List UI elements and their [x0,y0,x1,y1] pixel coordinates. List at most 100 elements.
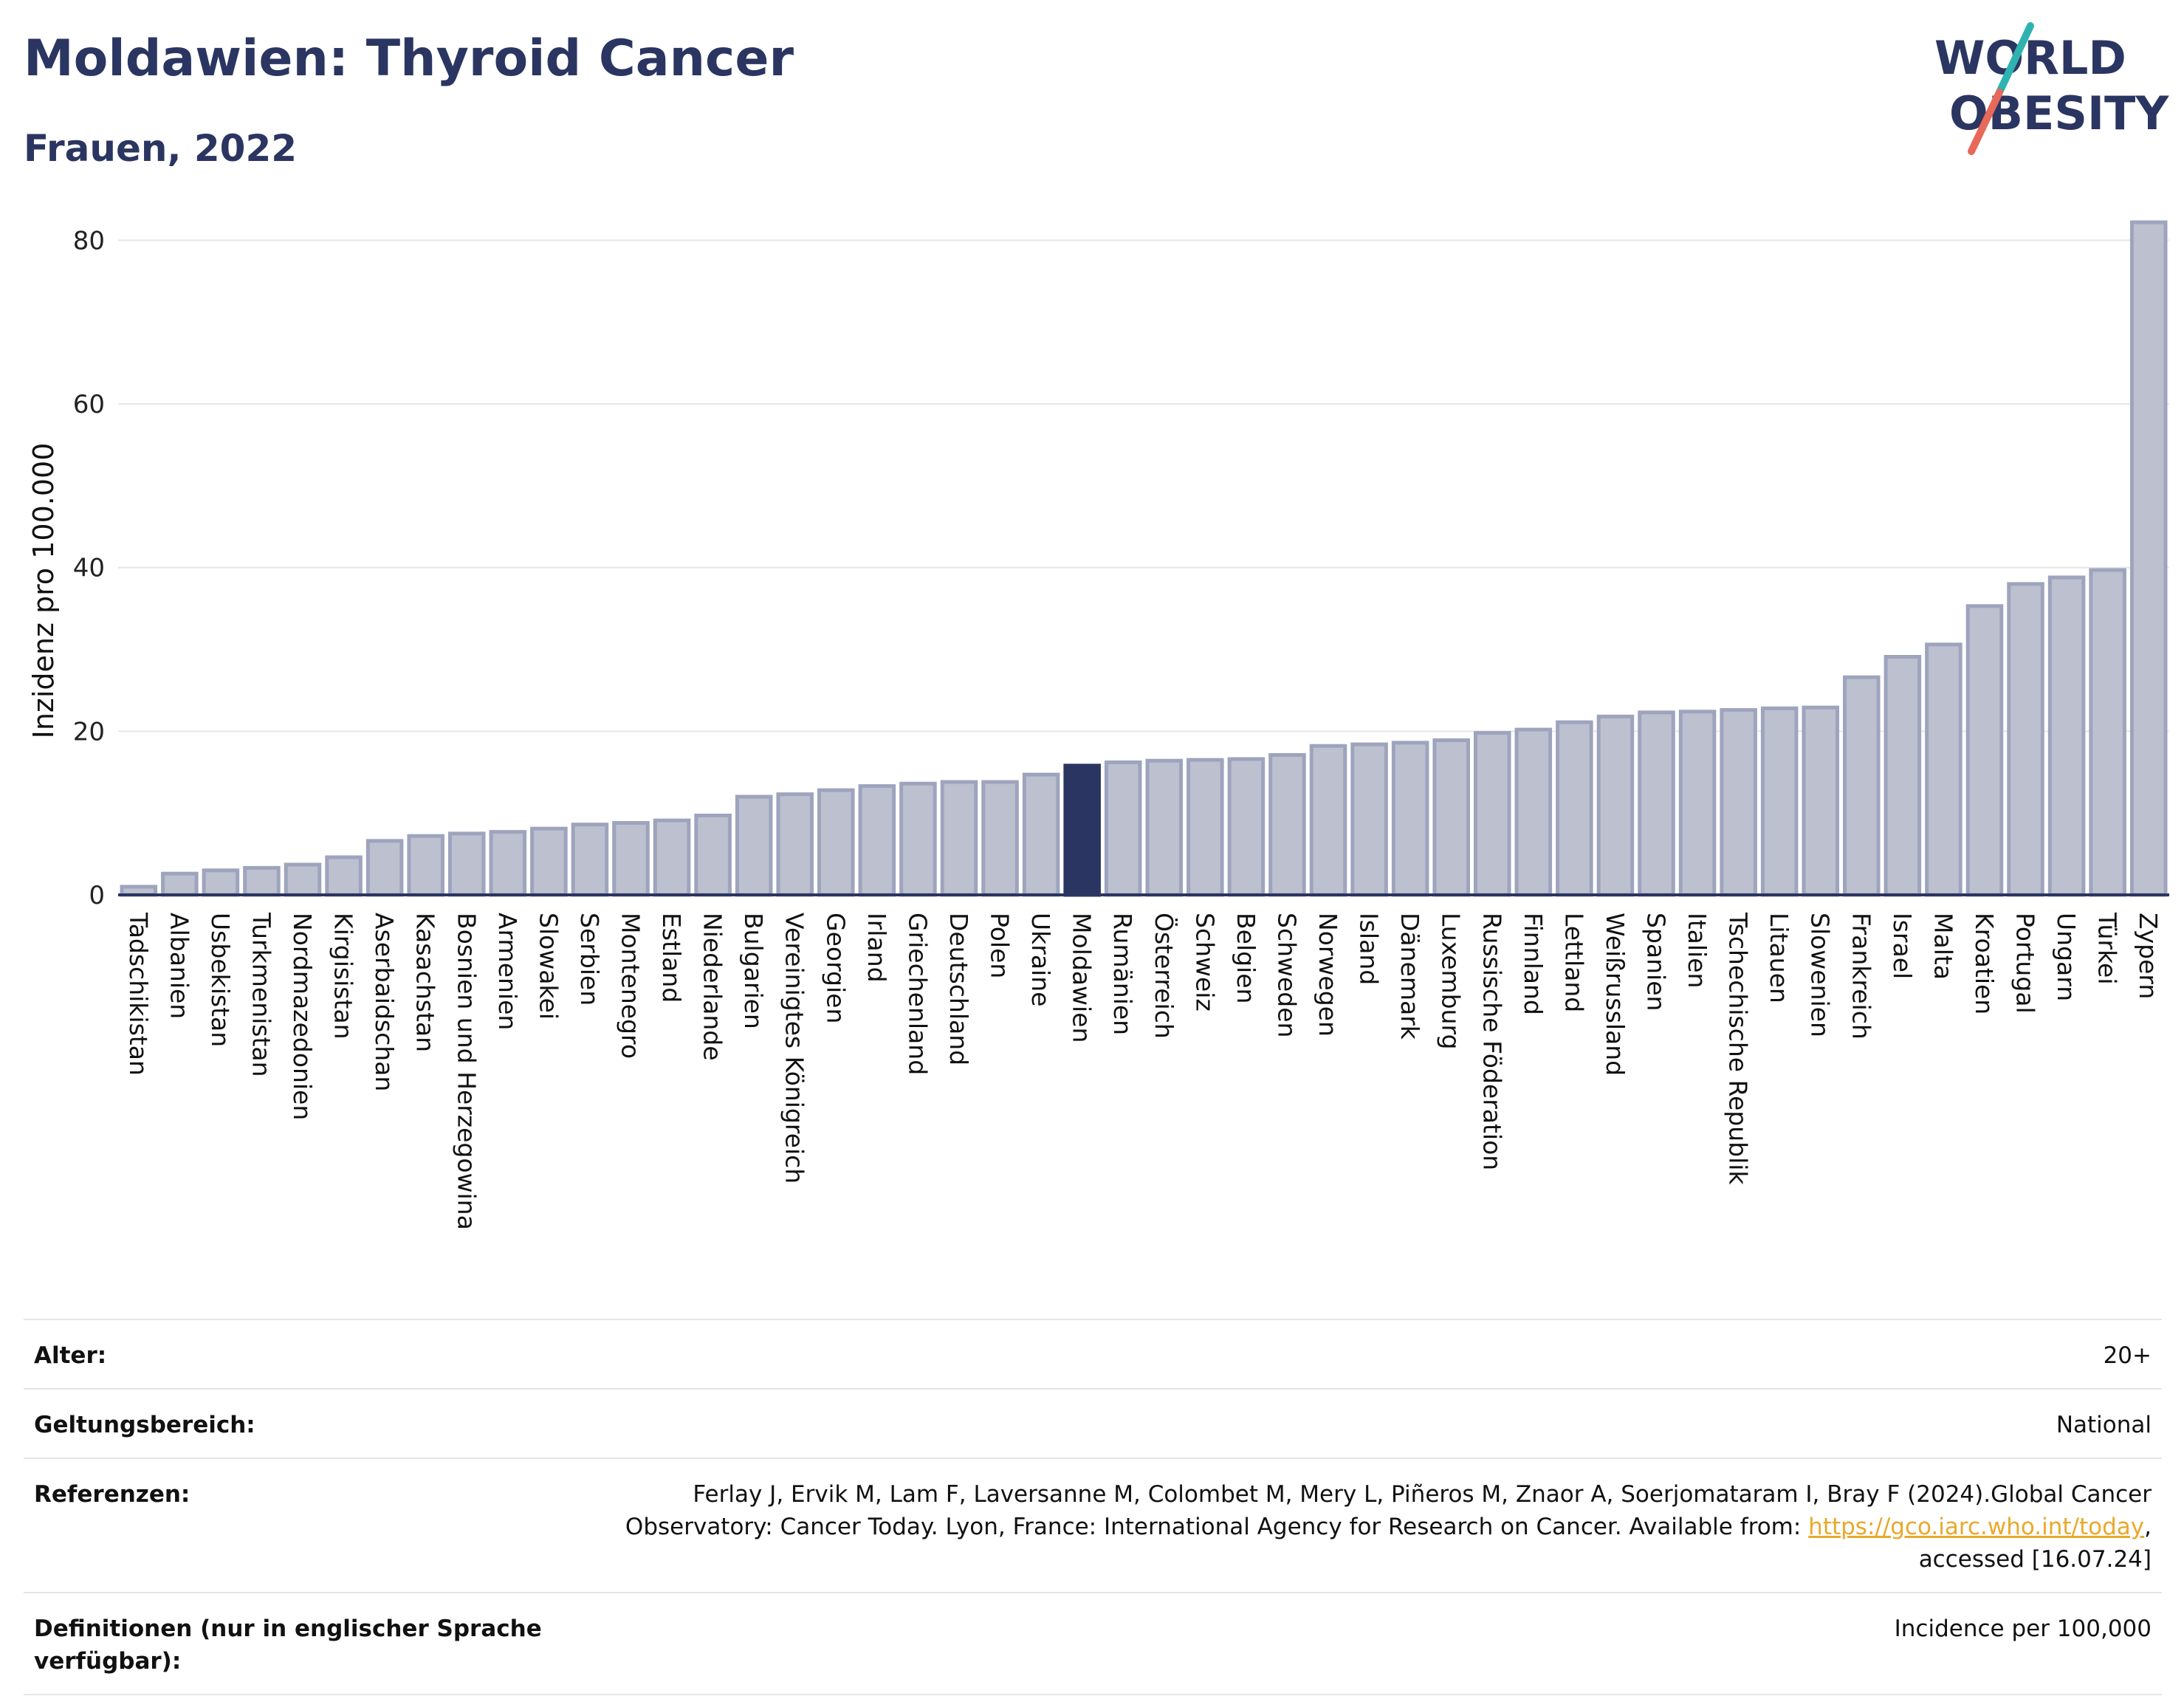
page-title: Moldawien: Thyroid Cancer [24,30,794,88]
bar [858,784,896,897]
x-tick-label: Weißrussland [1601,913,1630,1076]
info-row-references: Referenzen: Ferlay J, Ervik M, Lam F, La… [24,1458,2162,1592]
info-key-references: Referenzen: [34,1481,190,1508]
x-tick-label: Portugal [2011,913,2040,1014]
x-tick-label: Bulgarien [739,913,768,1029]
info-value-definitions: Incidence per 100,000 [1894,1616,2152,1642]
x-tick-label: Schweiz [1190,913,1219,1012]
bar [284,862,322,897]
bar [1638,710,1675,897]
info-key-definitions: Definitionen (nur in englischer Sprache … [34,1616,542,1675]
bar [1720,708,1757,897]
world-obesity-logo: WORLD OBESITY [1934,22,2169,155]
x-tick-label: Schweden [1272,913,1301,1037]
logo-line1: WORLD [1934,31,2126,85]
x-tick-label: Lettland [1559,913,1588,1012]
bar [1556,720,1593,897]
bar [694,814,732,897]
x-label-layer: Tadschikistan Albanien Usbekistan Turkmenis… [124,912,2163,1230]
y-tick-label: 60 [73,390,105,419]
bar [447,831,486,897]
x-tick-label: Ungarn [2052,913,2081,1001]
x-tick-label: Litauen [1765,913,1793,1003]
bar [1596,714,1635,897]
x-tick-label: Frankreich [1847,913,1875,1040]
x-tick-label: Israel [1888,913,1917,979]
info-row-age: Alter: 20+ [24,1319,2162,1388]
x-tick-label: Kroatien [1970,913,1999,1014]
x-tick-label: Irland [862,913,891,983]
bar [1843,675,1881,897]
x-tick-label: Kirgisistan [329,913,358,1040]
bar [243,865,281,897]
info-value-references: Ferlay J, Ervik M, Lam F, Laversanne M, … [564,1478,2152,1576]
bar [365,839,404,897]
bar [2007,582,2044,897]
x-tick-label: Belgien [1232,913,1260,1003]
bar [1309,744,1347,897]
x-tick-label: Slowenien [1806,913,1835,1037]
bar [612,820,650,897]
y-tick-label: 40 [73,554,105,583]
x-tick-label: Aserbaidschan [370,913,399,1091]
bar-chart: 0 20 40 60 80 Tadschikistan Albanien Usbekista… [27,220,2169,1230]
y-tick-layer: 0 20 40 60 80 [73,226,105,910]
x-tick-label: Dänemark [1395,913,1424,1040]
x-tick-label: Albanien [165,913,193,1019]
info-value-scope: National [2056,1412,2152,1438]
x-tick-label: Bosnien und Herzegowina [452,913,481,1230]
logo-slash-coral [1968,89,2003,155]
bar [2047,575,2086,897]
x-tick-label: Tschechische Republik [1724,912,1753,1185]
x-tick-label: Russische Föderation [1477,913,1506,1170]
x-tick-label: Montenegro [617,913,645,1059]
bar [653,818,691,897]
page-subtitle: Frauen, 2022 [24,127,298,170]
x-tick-label: Finnland [1519,913,1548,1015]
info-value-age: 20+ [2103,1342,2152,1369]
x-tick-label: Estland [657,913,686,1003]
bar-layer [120,220,2168,897]
bar [2129,220,2168,897]
bar [1802,705,1840,897]
x-tick-label: Spanien [1642,913,1671,1011]
x-tick-label: Norwegen [1314,913,1342,1037]
bar [2089,568,2126,897]
x-tick-label: Luxemburg [1437,913,1466,1049]
bar [899,781,937,897]
info-row-definitions: Definitionen (nur in englischer Sprache … [24,1592,2162,1695]
bar [1187,758,1224,897]
bar [202,868,240,897]
bar [1145,758,1184,897]
x-tick-label: Ukraine [1026,913,1055,1006]
reference-link[interactable]: https://gco.iarc.who.int/today [1808,1514,2145,1540]
info-key-scope: Geltungsbereich: [34,1412,255,1438]
x-tick-label: Türkei [2093,912,2122,985]
x-tick-label: Österreich [1150,913,1179,1039]
bar [1473,731,1511,897]
bar [1883,655,1922,897]
bar [1227,757,1266,897]
x-tick-label: Tadschikistan [124,912,153,1076]
x-tick-label: Deutschland [944,913,973,1065]
x-tick-label: Serbien [575,913,604,1006]
x-tick-label: Italien [1683,913,1711,988]
bar [1022,772,1060,897]
logo-slash-teal [1996,22,2034,96]
bar [1925,642,1962,897]
x-tick-label: Moldawien [1068,913,1096,1043]
x-tick-label: Usbekistan [206,913,235,1047]
x-tick-label: Kasachstan [411,913,440,1052]
x-tick-label: Turkmenistan [247,912,275,1077]
y-axis-title: Inzidenz pro 100.000 [27,443,60,739]
x-tick-label: Zypern [2134,913,2163,999]
bar [735,794,773,897]
bar [161,871,199,897]
bar [1391,741,1429,897]
reference-text: Ferlay J, Ervik M, Lam F, Laversanne M, … [625,1481,2152,1540]
x-tick-label: Nordmazedonien [288,913,317,1120]
grid-layer [118,239,2169,732]
bar [1514,727,1553,897]
bar [817,788,855,897]
x-tick-label: Georgien [821,913,850,1023]
